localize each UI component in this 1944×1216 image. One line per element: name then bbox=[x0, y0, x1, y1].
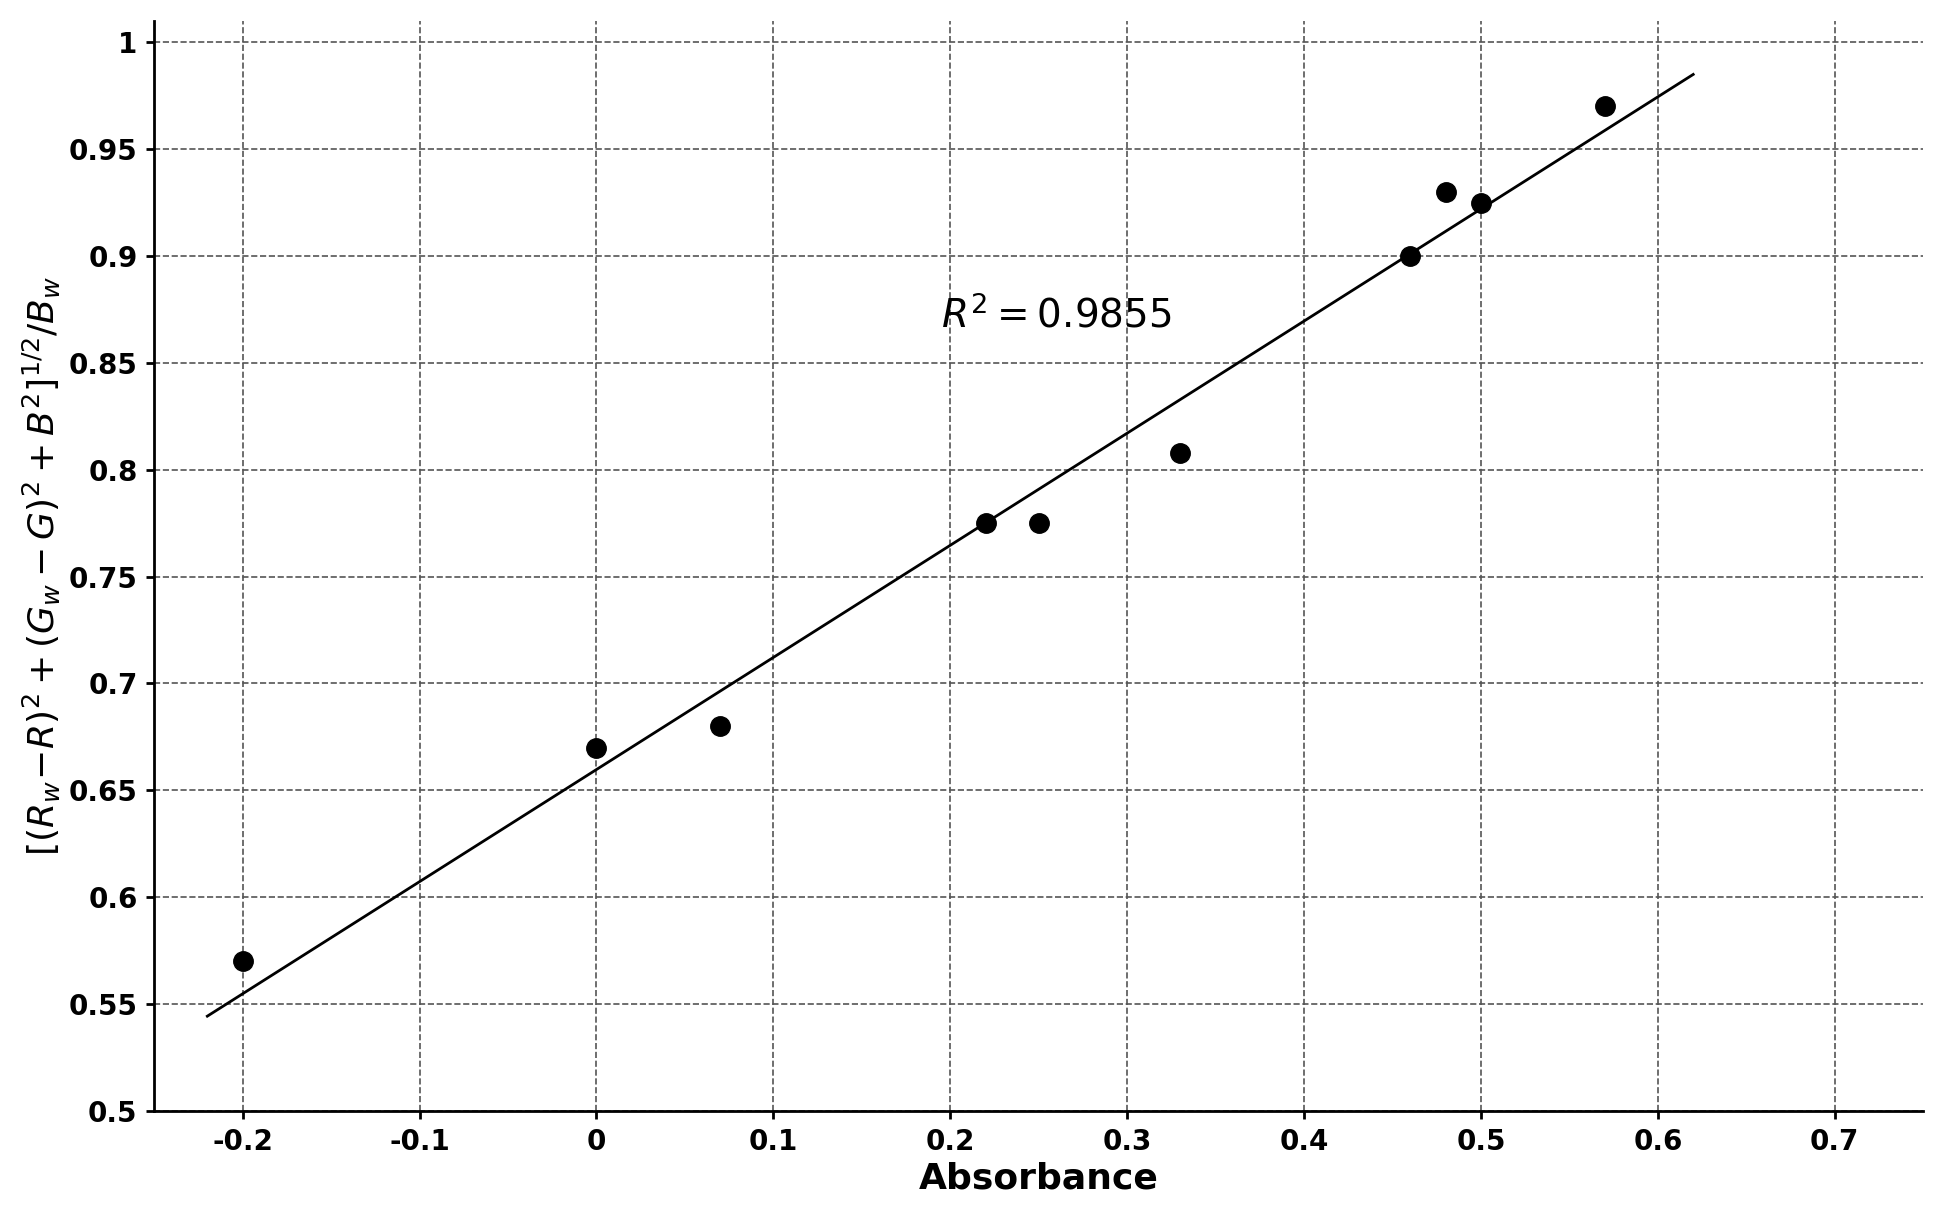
X-axis label: Absorbance: Absorbance bbox=[920, 1161, 1159, 1195]
Point bbox=[581, 738, 612, 758]
Point bbox=[1466, 193, 1497, 213]
Point bbox=[227, 952, 259, 972]
Point bbox=[1431, 182, 1462, 202]
Point bbox=[1164, 443, 1196, 462]
Text: $R^2 = 0.9855$: $R^2 = 0.9855$ bbox=[941, 295, 1172, 336]
Point bbox=[1588, 96, 1619, 116]
Point bbox=[706, 716, 737, 736]
Point bbox=[970, 513, 1001, 533]
Point bbox=[1394, 246, 1425, 265]
Point bbox=[1023, 513, 1054, 533]
Y-axis label: $[(R_w\!-\!R)^2 + (G_w - G)^2 + B^2]^{1/2}/B_w$: $[(R_w\!-\!R)^2 + (G_w - G)^2 + B^2]^{1/… bbox=[21, 276, 62, 856]
